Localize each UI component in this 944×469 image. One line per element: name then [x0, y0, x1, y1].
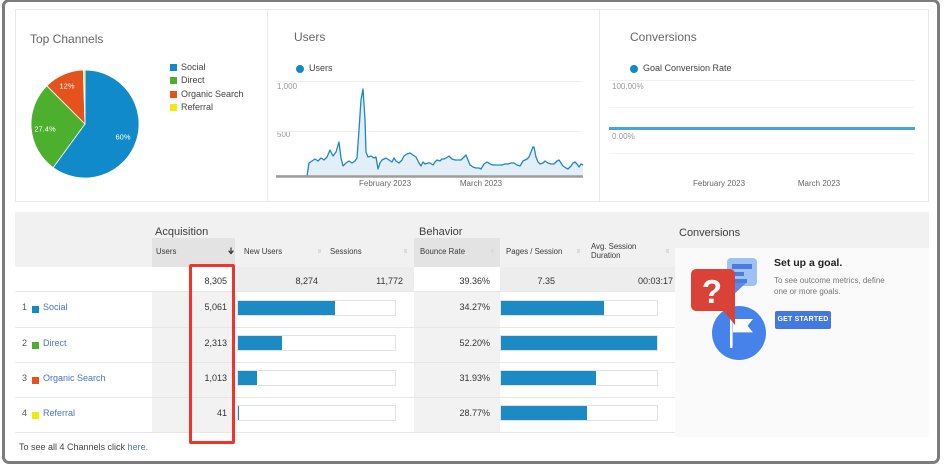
svg-text:?: ?: [702, 273, 722, 310]
svg-text:27.4%: 27.4%: [34, 125, 56, 134]
svg-text:60%: 60%: [115, 133, 130, 142]
svg-text:12%: 12%: [59, 82, 74, 91]
